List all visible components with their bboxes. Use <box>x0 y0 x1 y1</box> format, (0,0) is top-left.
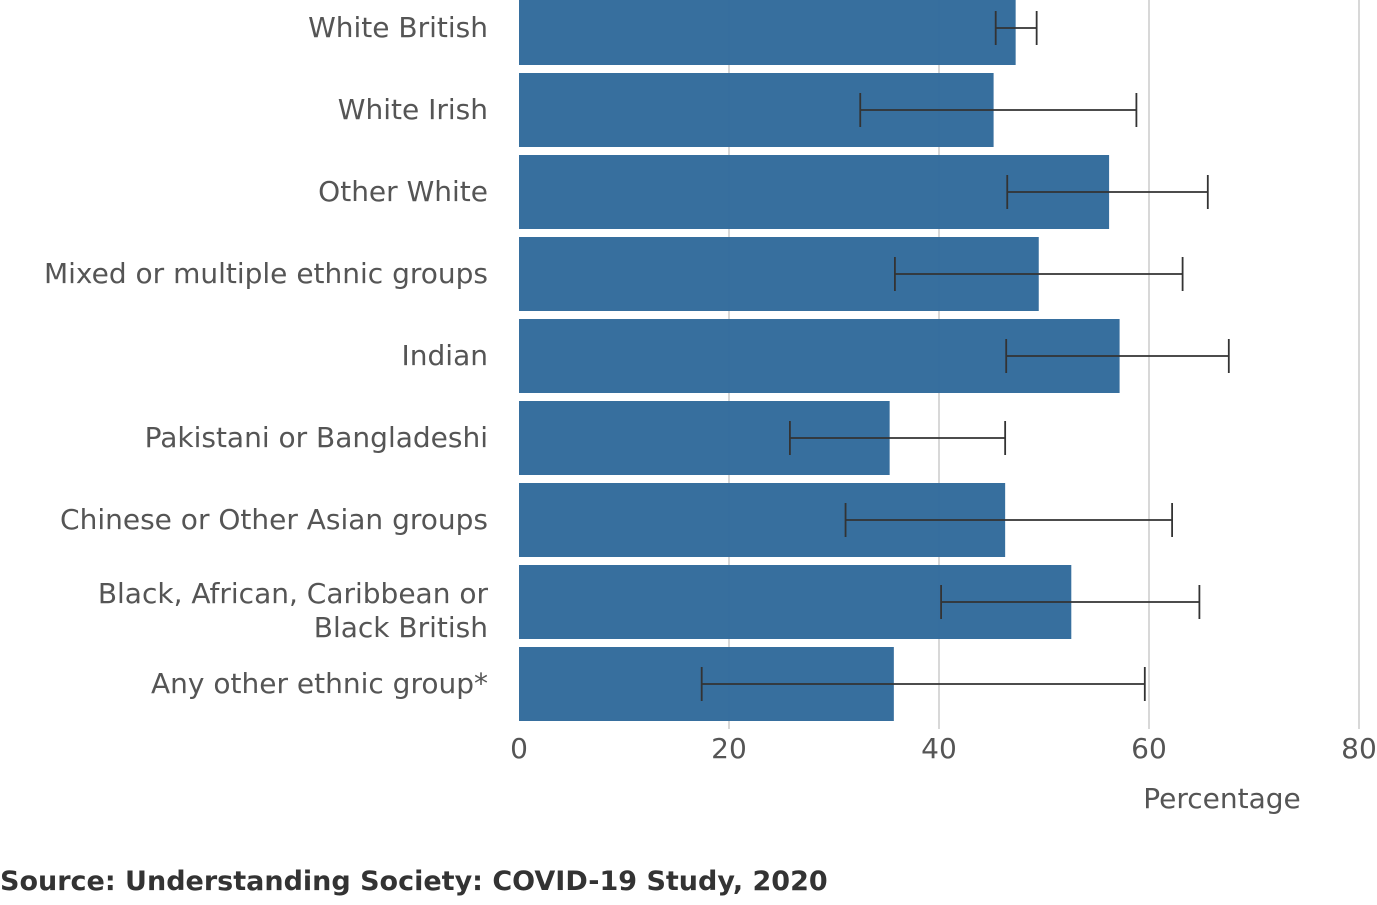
category-label: Pakistani or Bangladeshi <box>145 421 488 454</box>
bar-chart: White British White Irish Other White Mixed… <box>44 0 1377 815</box>
x-tick-label: 0 <box>510 732 528 765</box>
x-tick-label: 40 <box>921 732 957 765</box>
x-tick-label: 80 <box>1341 732 1377 765</box>
error-bars <box>700 11 1230 701</box>
x-tick-label: 60 <box>1131 732 1167 765</box>
x-axis-title: Percentage <box>1143 782 1301 815</box>
category-label: Chinese or Other Asian groups <box>60 503 488 536</box>
category-label: Mixed or multiple ethnic groups <box>44 257 488 290</box>
x-axis-ticks: 0 20 40 60 80 <box>510 732 1377 765</box>
category-label: Black, African, Caribbean or Black Britis… <box>98 577 489 644</box>
category-labels: White British White Irish Other White Mixed… <box>44 11 488 700</box>
category-label: White Irish <box>338 93 488 126</box>
bar <box>519 0 1016 65</box>
source-note: Source: Understanding Society: COVID-19 … <box>0 866 828 897</box>
category-label: White British <box>308 11 488 44</box>
category-label: Other White <box>318 175 488 208</box>
category-label: Indian <box>402 339 488 372</box>
category-label: Any other ethnic group* <box>151 667 488 700</box>
bars <box>519 0 1120 721</box>
x-tick-label: 20 <box>711 732 747 765</box>
